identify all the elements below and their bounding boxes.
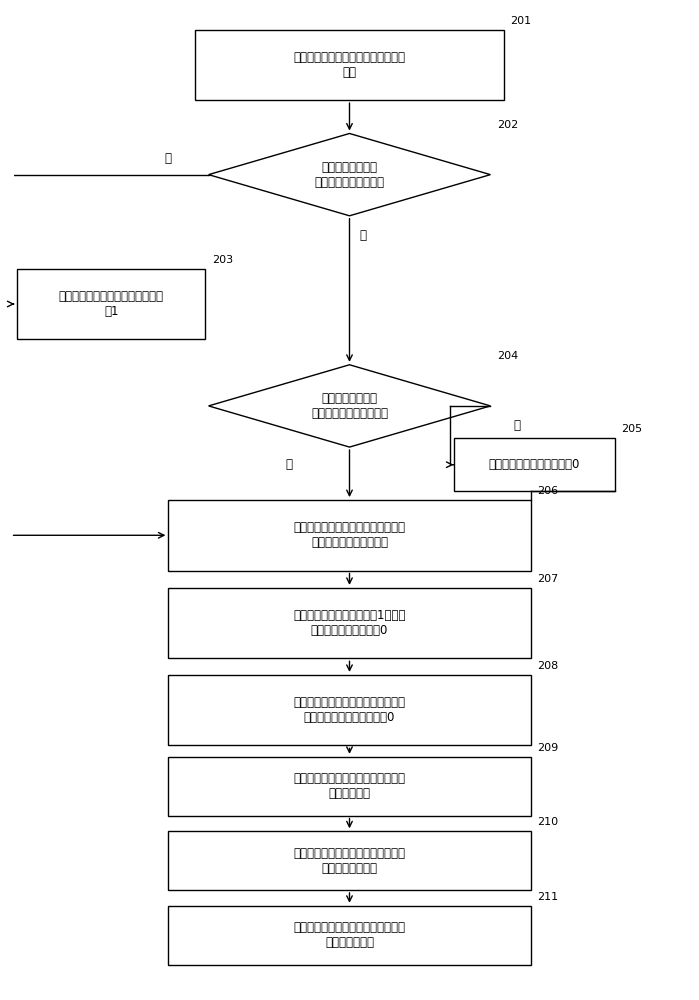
Text: 204: 204 [497,351,519,361]
Text: 对二值图像进行噪声平滑处理，得到
去噪后的二值图像: 对二值图像进行噪声平滑处理，得到 去噪后的二值图像 [294,847,405,875]
Polygon shape [208,365,491,447]
Text: 否: 否 [286,458,293,471]
Text: 210: 210 [538,817,559,827]
Bar [17,269,206,339]
Text: 208: 208 [538,661,559,671]
Text: 将第一区域内的像素标记为1，将第
二区域内的像素标记为0: 将第一区域内的像素标记为1，将第 二区域内的像素标记为0 [294,609,405,637]
Text: 211: 211 [538,892,559,902]
Text: 205: 205 [621,424,642,434]
Text: 判断当前滑动窗口
区域是否属于非羊水暗区: 判断当前滑动窗口 区域是否属于非羊水暗区 [311,392,388,420]
Text: 将当前滑动窗口区域标记为0: 将当前滑动窗口区域标记为0 [489,458,579,471]
Text: 209: 209 [538,743,559,753]
Text: 将当前滑动窗口区域内的像素标记
为1: 将当前滑动窗口区域内的像素标记 为1 [59,290,164,318]
Bar [168,906,531,965]
Text: 否: 否 [359,229,366,242]
Bar [168,500,531,571]
Text: 是: 是 [165,152,172,165]
Bar [168,588,531,658]
Text: 利用血流的多普勒信号确定彩色血流
对应的像素，并将其标记为0: 利用血流的多普勒信号确定彩色血流 对应的像素，并将其标记为0 [294,696,405,724]
Text: 根据去噪后的二值图像确定超声波图
像中的羊水暗区: 根据去噪后的二值图像确定超声波图 像中的羊水暗区 [294,921,405,949]
Text: 206: 206 [538,486,559,496]
Polygon shape [208,133,491,216]
Text: 是: 是 [514,419,521,432]
Bar [168,757,531,816]
Bar [454,438,614,491]
Text: 201: 201 [510,16,532,26]
Bar [168,831,531,890]
Text: 203: 203 [212,255,233,265]
Bar [168,675,531,745]
Text: 202: 202 [497,120,519,130]
Text: 根据各个像素的标记将超声波图像转
换为二值图像: 根据各个像素的标记将超声波图像转 换为二值图像 [294,772,405,800]
Bar [195,30,504,100]
Text: 判断当前滑动窗口
区域是否属于羊水暗区: 判断当前滑动窗口 区域是否属于羊水暗区 [315,161,384,189]
Text: 207: 207 [538,574,559,584]
Text: 对当前滑动窗口区域进行图像分割，
得到第一区域和第二区域: 对当前滑动窗口区域进行图像分割， 得到第一区域和第二区域 [294,521,405,549]
Text: 采用目标尺度的滑动窗口遍历超声波
图像: 采用目标尺度的滑动窗口遍历超声波 图像 [294,51,405,79]
